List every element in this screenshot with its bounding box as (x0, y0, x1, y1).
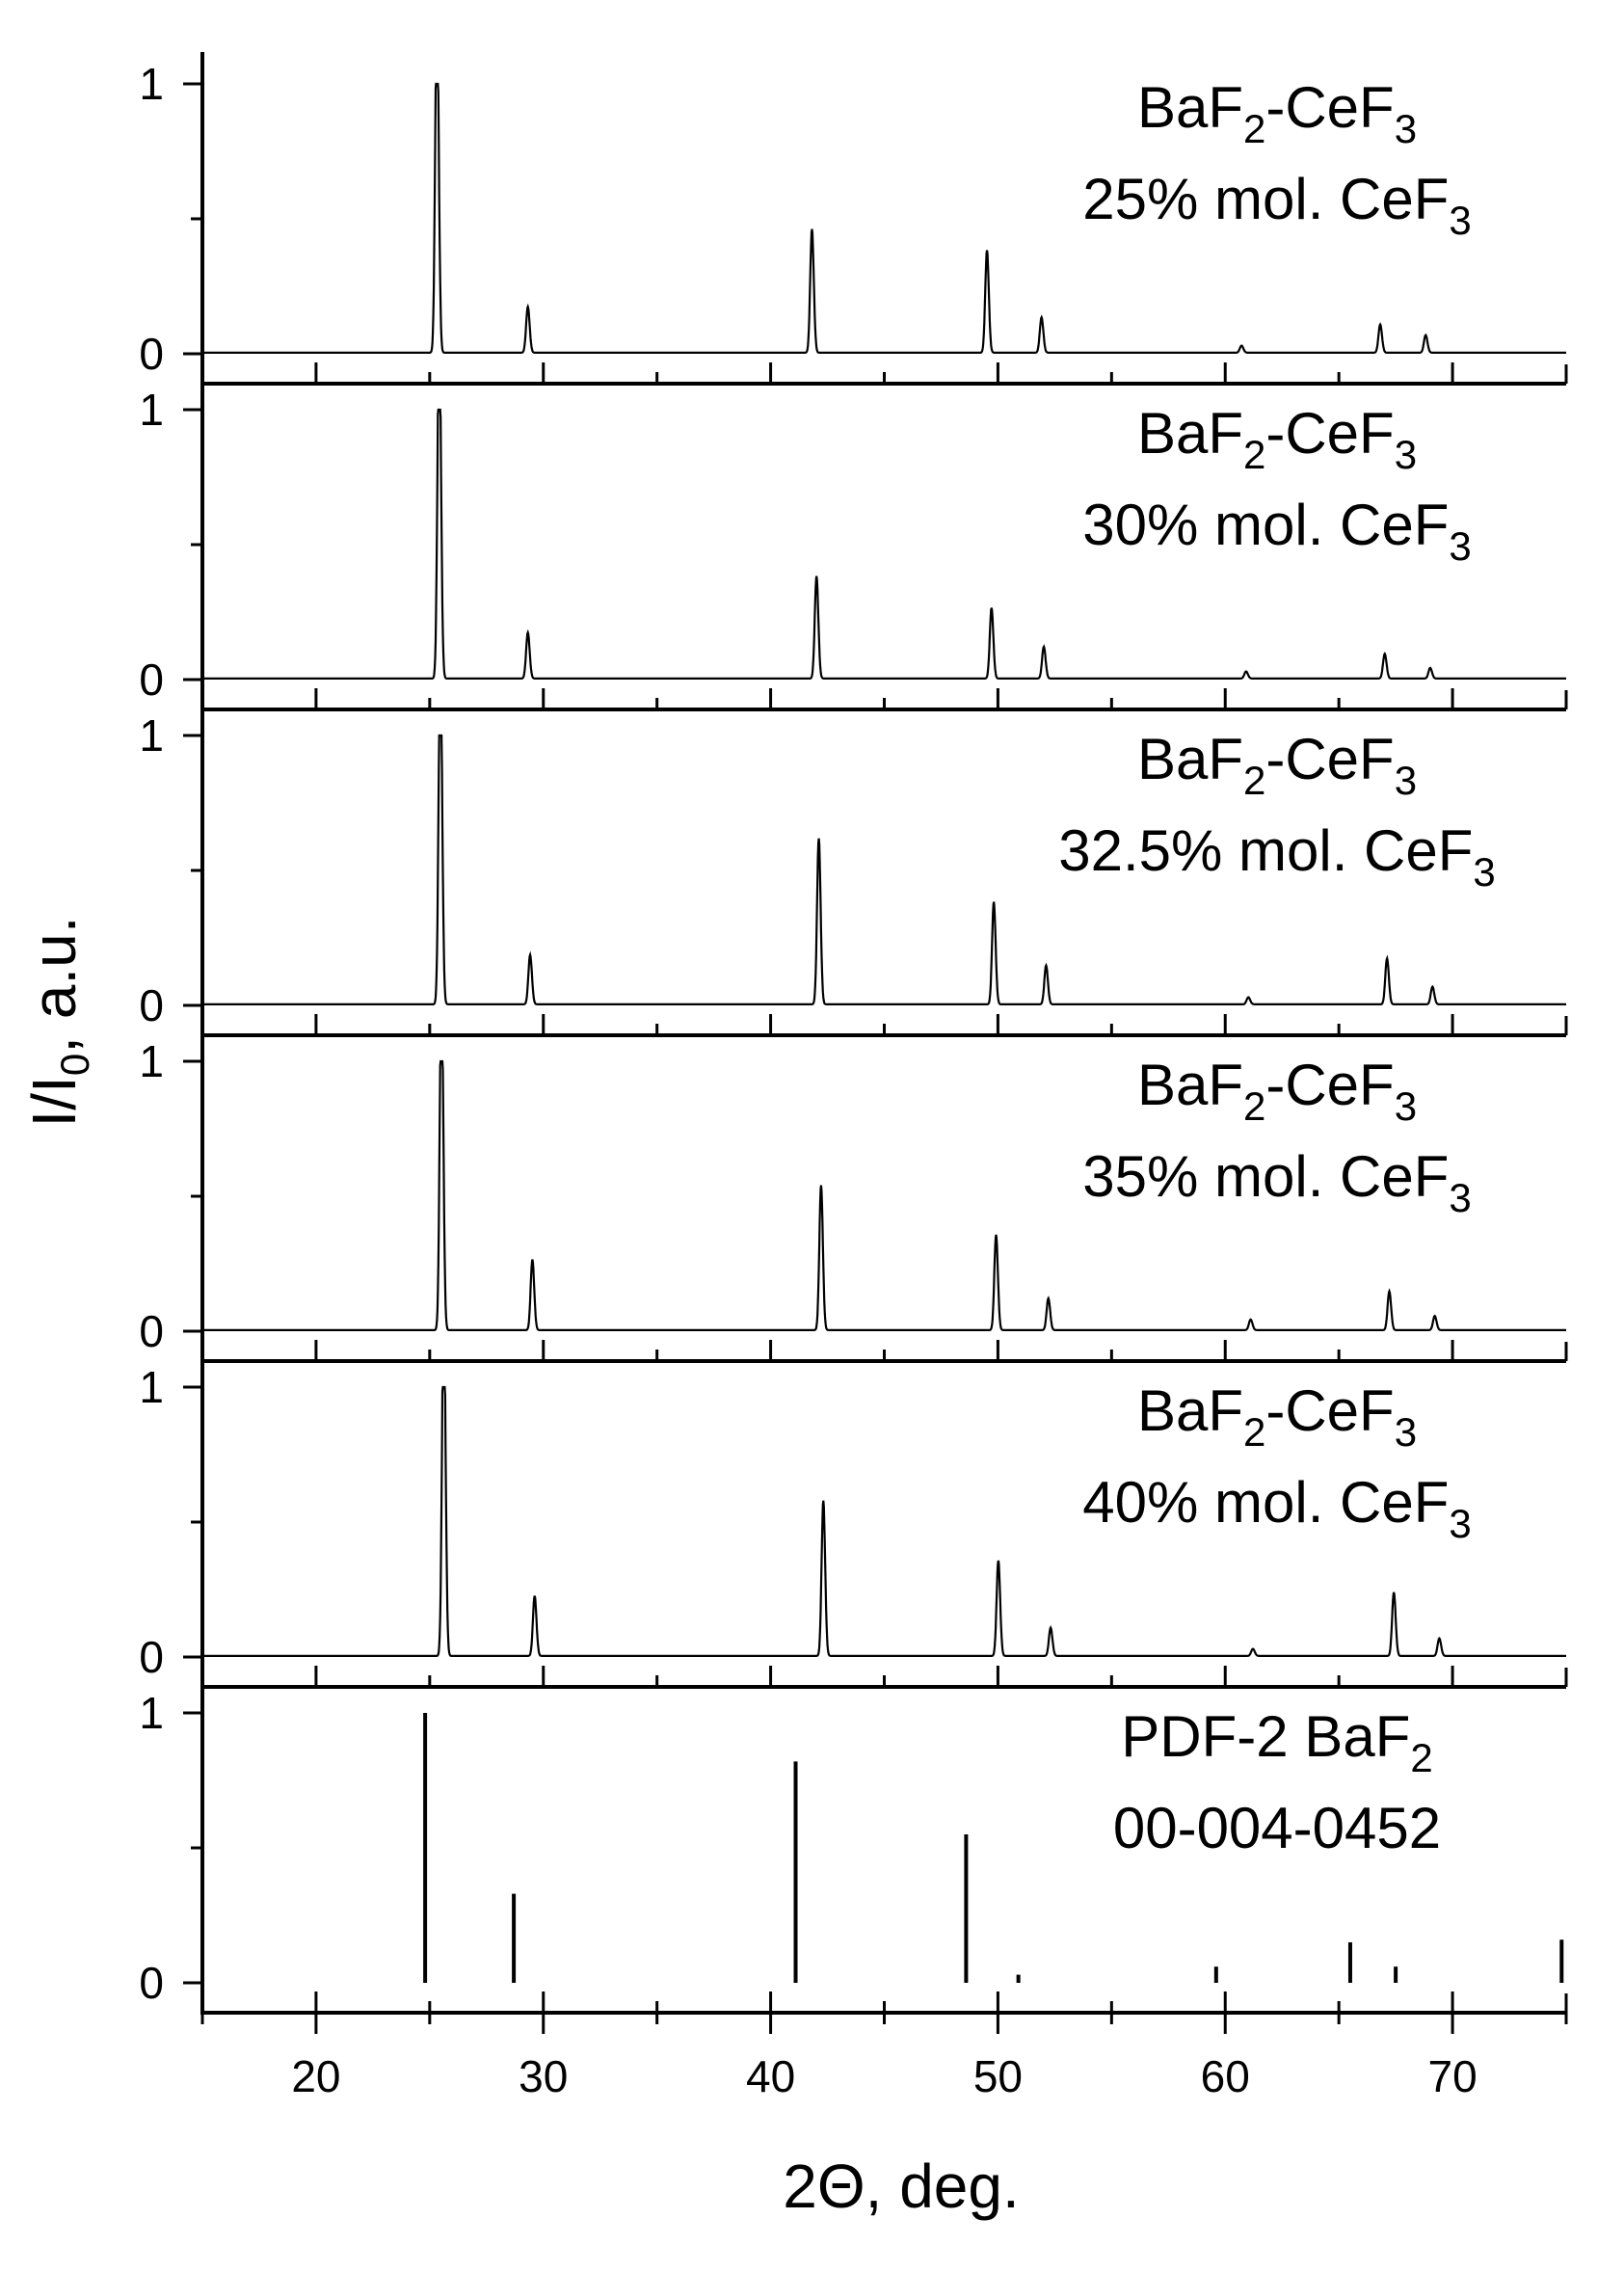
label-text: PDF-2 BaF (1121, 1704, 1410, 1769)
label-text: BaF (1137, 727, 1243, 791)
label-text: -CeF (1265, 1053, 1394, 1117)
label-text: 25% mol. CeF (1082, 167, 1449, 231)
label-text: BaF (1137, 401, 1243, 466)
panel-label-line1: BaF2-CeF3 (1137, 727, 1417, 803)
x-tick-label: 60 (1201, 2051, 1250, 2101)
label-subscript: 3 (1449, 1175, 1471, 1220)
panel-label-line2: 30% mol. CeF3 (1082, 493, 1472, 569)
label-text: BaF (1137, 1053, 1243, 1117)
diffraction-profile-line (202, 1385, 1566, 1657)
diffraction-profile-line (202, 734, 1566, 1005)
label-text: BaF (1137, 1378, 1243, 1443)
panel-6: 0 1 PDF-2 BaF2 00-004-0452 (139, 1681, 1568, 2015)
panel-label-line2: 35% mol. CeF3 (1082, 1144, 1472, 1220)
label-text: -CeF (1265, 1378, 1394, 1443)
y-tick-label: 1 (139, 1036, 164, 1086)
label-subscript: 3 (1449, 1501, 1471, 1546)
y-tick-label: 0 (139, 1306, 164, 1356)
x-tick-label: 40 (746, 2051, 795, 2101)
label-text: 35% mol. CeF (1082, 1144, 1449, 1209)
y-axis-title-tail: , a.u. (19, 916, 89, 1053)
diffraction-profile-line (202, 1059, 1566, 1331)
label-subscript: 3 (1395, 1083, 1417, 1129)
label-subscript: 2 (1243, 106, 1265, 151)
panel-label-line2: 32.5% mol. CeF3 (1058, 818, 1496, 895)
label-subscript: 3 (1449, 523, 1471, 569)
y-tick-label: 0 (139, 1958, 164, 2008)
label-subscript: 2 (1410, 1735, 1432, 1780)
label-subscript: 3 (1473, 849, 1495, 895)
label-subscript: 3 (1395, 106, 1417, 151)
y-tick-label: 0 (139, 980, 164, 1030)
label-subscript: 2 (1243, 1083, 1265, 1129)
y-tick-label: 1 (139, 1688, 164, 1738)
panel-label-line2: 00-004-0452 (1113, 1796, 1441, 1860)
panel-label-line2: 25% mol. CeF3 (1082, 167, 1472, 243)
x-axis: 20 30 40 50 60 70 (200, 2013, 1568, 2101)
y-tick-label: 1 (139, 59, 164, 109)
label-text: 00-004-0452 (1113, 1796, 1441, 1860)
x-tick-label: 50 (973, 2051, 1023, 2101)
label-subscript: 3 (1449, 198, 1471, 243)
x-tick-label: 70 (1427, 2051, 1477, 2101)
label-text: 32.5% mol. CeF (1058, 818, 1473, 883)
diffraction-profile-line (202, 408, 1566, 680)
label-subscript: 2 (1243, 758, 1265, 803)
panel-label-line1: BaF2-CeF3 (1137, 1378, 1417, 1455)
y-tick-label: 1 (139, 710, 164, 761)
y-tick-label: 0 (139, 655, 164, 705)
panel-label-line1: BaF2-CeF3 (1137, 1053, 1417, 1129)
label-text: -CeF (1265, 75, 1394, 140)
label-subscript: 2 (1243, 1409, 1265, 1455)
y-axis-title: I/I0, a.u. (19, 916, 97, 1127)
label-subscript: 3 (1395, 432, 1417, 477)
x-tick-label: 20 (291, 2051, 340, 2101)
y-axis-title-main: I/I (19, 1076, 89, 1127)
x-axis-title: 2Θ, deg. (783, 2152, 1020, 2221)
label-text: -CeF (1265, 727, 1394, 791)
label-subscript: 2 (1243, 432, 1265, 477)
label-text: -CeF (1265, 401, 1394, 466)
diffraction-profile-line (202, 82, 1566, 354)
label-subscript: 3 (1395, 1409, 1417, 1455)
label-subscript: 3 (1395, 758, 1417, 803)
panel-label-line1: BaF2-CeF3 (1137, 401, 1417, 477)
y-tick-label: 1 (139, 385, 164, 435)
x-tick-label: 30 (519, 2051, 568, 2101)
panel-label-line2: 40% mol. CeF3 (1082, 1470, 1472, 1546)
y-tick-label: 1 (139, 1362, 164, 1412)
y-tick-label: 0 (139, 329, 164, 379)
y-tick-label: 0 (139, 1632, 164, 1682)
label-text: 30% mol. CeF (1082, 493, 1449, 557)
label-text: 40% mol. CeF (1082, 1470, 1449, 1535)
label-text: BaF (1137, 75, 1243, 140)
panel-label-line1: PDF-2 BaF2 (1121, 1704, 1432, 1780)
y-axis-title-subscript: 0 (52, 1054, 97, 1076)
panel-label-line1: BaF2-CeF3 (1137, 75, 1417, 151)
